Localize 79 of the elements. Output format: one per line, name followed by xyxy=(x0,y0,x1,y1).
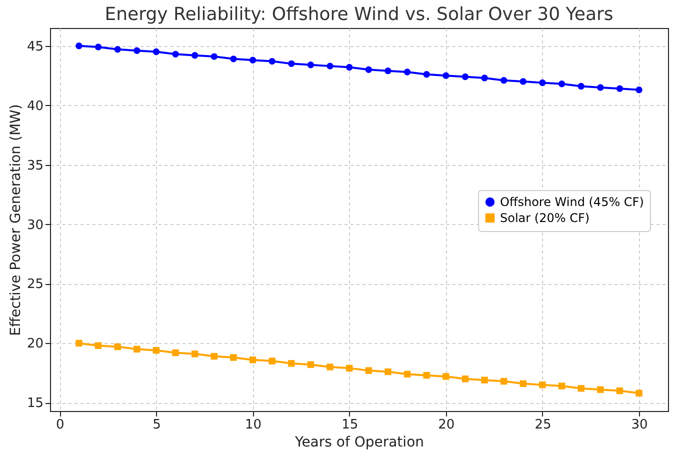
x-tick-label: 30 xyxy=(631,418,648,432)
point xyxy=(423,71,430,78)
point xyxy=(597,84,604,91)
x-tick-label: 10 xyxy=(245,418,262,432)
y-tick-label: 20 xyxy=(26,336,44,352)
point xyxy=(404,68,411,76)
point xyxy=(636,86,642,94)
point xyxy=(365,367,372,374)
point xyxy=(520,380,527,387)
point xyxy=(346,364,353,372)
point xyxy=(326,364,334,370)
x-tick-label: 25 xyxy=(534,418,552,432)
point xyxy=(636,390,642,397)
point xyxy=(597,386,604,393)
point xyxy=(558,80,566,88)
y-tick-label: 45 xyxy=(26,39,44,54)
point xyxy=(288,60,295,68)
chart-title: Energy Reliability: Offshore Wind vs. Solar Over 30 Years xyxy=(104,4,614,25)
point xyxy=(268,58,276,65)
point xyxy=(384,368,392,376)
x-tick-label: 0 xyxy=(56,418,64,432)
point xyxy=(520,78,527,85)
point xyxy=(191,350,198,358)
point xyxy=(404,370,411,378)
point xyxy=(114,46,121,53)
point xyxy=(500,378,508,385)
point xyxy=(365,66,372,73)
point xyxy=(94,44,102,50)
point xyxy=(210,53,218,60)
y-tick-label: 30 xyxy=(26,218,44,233)
y-tick-label: 35 xyxy=(26,158,44,174)
x-tick-label: 15 xyxy=(342,418,358,432)
x-tick-label: 5 xyxy=(152,418,161,432)
legend-label: Solar (20% CF) xyxy=(500,211,590,225)
point xyxy=(76,42,82,50)
point xyxy=(481,74,488,82)
point xyxy=(76,340,82,347)
point xyxy=(578,385,584,392)
point xyxy=(307,361,314,368)
point xyxy=(249,56,256,64)
point xyxy=(152,346,160,354)
point xyxy=(134,346,140,353)
point xyxy=(442,72,450,79)
point xyxy=(616,85,624,92)
point xyxy=(539,381,546,388)
point xyxy=(134,47,140,54)
point xyxy=(114,343,121,350)
point xyxy=(481,376,488,384)
point xyxy=(442,373,450,380)
point xyxy=(346,64,353,71)
point xyxy=(172,349,179,356)
point xyxy=(558,382,566,390)
point xyxy=(230,56,237,62)
point xyxy=(307,62,314,68)
point xyxy=(500,76,508,84)
point xyxy=(578,82,584,90)
point xyxy=(462,73,469,80)
point xyxy=(210,352,218,360)
point xyxy=(230,354,237,361)
y-axis-title: Effective Power Generation (MW) xyxy=(8,104,24,336)
y-tick-label: 15 xyxy=(26,396,44,412)
x-tick-label: 20 xyxy=(438,418,455,432)
point xyxy=(249,356,256,364)
point xyxy=(268,358,276,364)
point xyxy=(172,50,179,58)
legend-label: Offshore Wind (45% CF) xyxy=(500,195,644,209)
point xyxy=(384,67,392,74)
point xyxy=(462,376,469,382)
point xyxy=(326,62,334,70)
x-axis-title: Years of Operation xyxy=(294,434,424,450)
point xyxy=(616,387,624,394)
y-tick-label: 40 xyxy=(26,98,44,114)
point xyxy=(539,79,546,86)
y-tick-label: 25 xyxy=(26,277,44,292)
point xyxy=(191,52,198,59)
point xyxy=(288,360,295,367)
point xyxy=(152,48,160,56)
point xyxy=(423,372,430,379)
point xyxy=(94,342,102,349)
